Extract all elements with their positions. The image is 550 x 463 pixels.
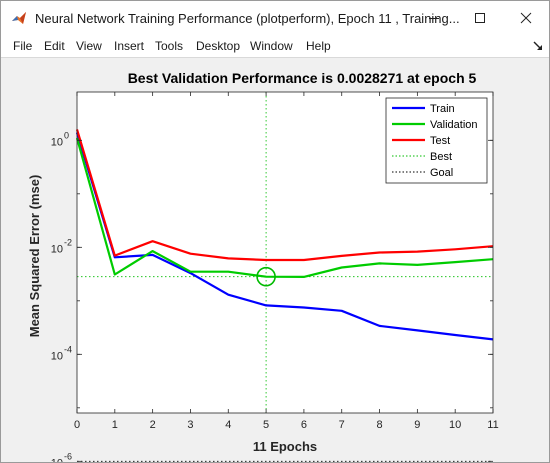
menu-window[interactable]: Window (250, 39, 293, 53)
legend-label-best: Best (430, 151, 452, 163)
y-tick-exponent: -4 (64, 344, 72, 354)
series-lines (75, 129, 494, 341)
series-test-line (75, 129, 494, 262)
y-tick-exponent: 0 (64, 130, 69, 140)
menu-file[interactable]: File (13, 39, 33, 53)
x-tick-label: 3 (187, 419, 193, 431)
close-icon (520, 12, 532, 24)
y-tick-exponent: -6 (64, 451, 72, 461)
figure-canvas: Best Validation Performance is 0.0028271… (1, 58, 549, 462)
legend-label-train: Train (430, 103, 455, 115)
menu-tools[interactable]: Tools (155, 39, 184, 53)
y-tick-label: 10 (51, 136, 63, 148)
chart-title: Best Validation Performance is 0.0028271… (128, 70, 477, 86)
close-button[interactable] (503, 1, 549, 35)
x-tick-label: 7 (339, 419, 345, 431)
x-tick-label: 6 (301, 419, 307, 431)
menu-insert[interactable]: Insert (114, 39, 145, 53)
y-tick-label: 10 (51, 243, 63, 255)
best-point-circle (256, 266, 276, 287)
maximize-icon (475, 13, 485, 23)
menu-bar: File Edit View Insert Tools Desktop Wind… (1, 35, 549, 58)
menu-edit[interactable]: Edit (44, 39, 65, 53)
minimize-icon (429, 18, 439, 19)
window-title: Neural Network Training Performance (plo… (35, 11, 460, 26)
title-bar[interactable]: Neural Network Training Performance (plo… (1, 1, 549, 35)
minimize-button[interactable] (411, 1, 457, 35)
x-ticks: 0 1 2 3 4 5 6 7 8 9 10 11 (74, 92, 499, 431)
maximize-button[interactable] (457, 1, 503, 35)
x-tick-label: 11 (487, 419, 498, 431)
x-tick-label: 2 (150, 419, 156, 431)
performance-plot: Best Validation Performance is 0.0028271… (27, 70, 499, 462)
menu-view[interactable]: View (76, 39, 102, 53)
legend-label-validation: Validation (430, 119, 478, 131)
y-axis-label: Mean Squared Error (mse) (27, 175, 42, 338)
x-tick-label: 1 (112, 419, 118, 431)
dock-arrow-icon[interactable] (533, 41, 543, 51)
plot-frame (76, 91, 494, 414)
x-tick-label: 4 (225, 419, 231, 431)
x-tick-label: 8 (376, 419, 382, 431)
legend: Train Validation Test Best Goal (385, 97, 488, 184)
x-tick-label: 0 (74, 419, 80, 431)
x-tick-label: 5 (263, 419, 269, 431)
y-tick-label: 10 (51, 457, 63, 462)
best-marker (256, 266, 276, 287)
y-tick-label: 10 (51, 350, 63, 362)
legend-label-test: Test (430, 135, 450, 147)
legend-label-goal: Goal (430, 167, 453, 179)
series-validation-line (75, 137, 494, 278)
matlab-icon (12, 12, 26, 24)
x-tick-label: 9 (414, 419, 420, 431)
menu-help[interactable]: Help (306, 39, 331, 53)
x-axis-label: 11 Epochs (253, 439, 317, 454)
y-tick-exponent: -2 (64, 237, 72, 247)
x-tick-label: 10 (449, 419, 461, 431)
menu-desktop[interactable]: Desktop (196, 39, 241, 53)
